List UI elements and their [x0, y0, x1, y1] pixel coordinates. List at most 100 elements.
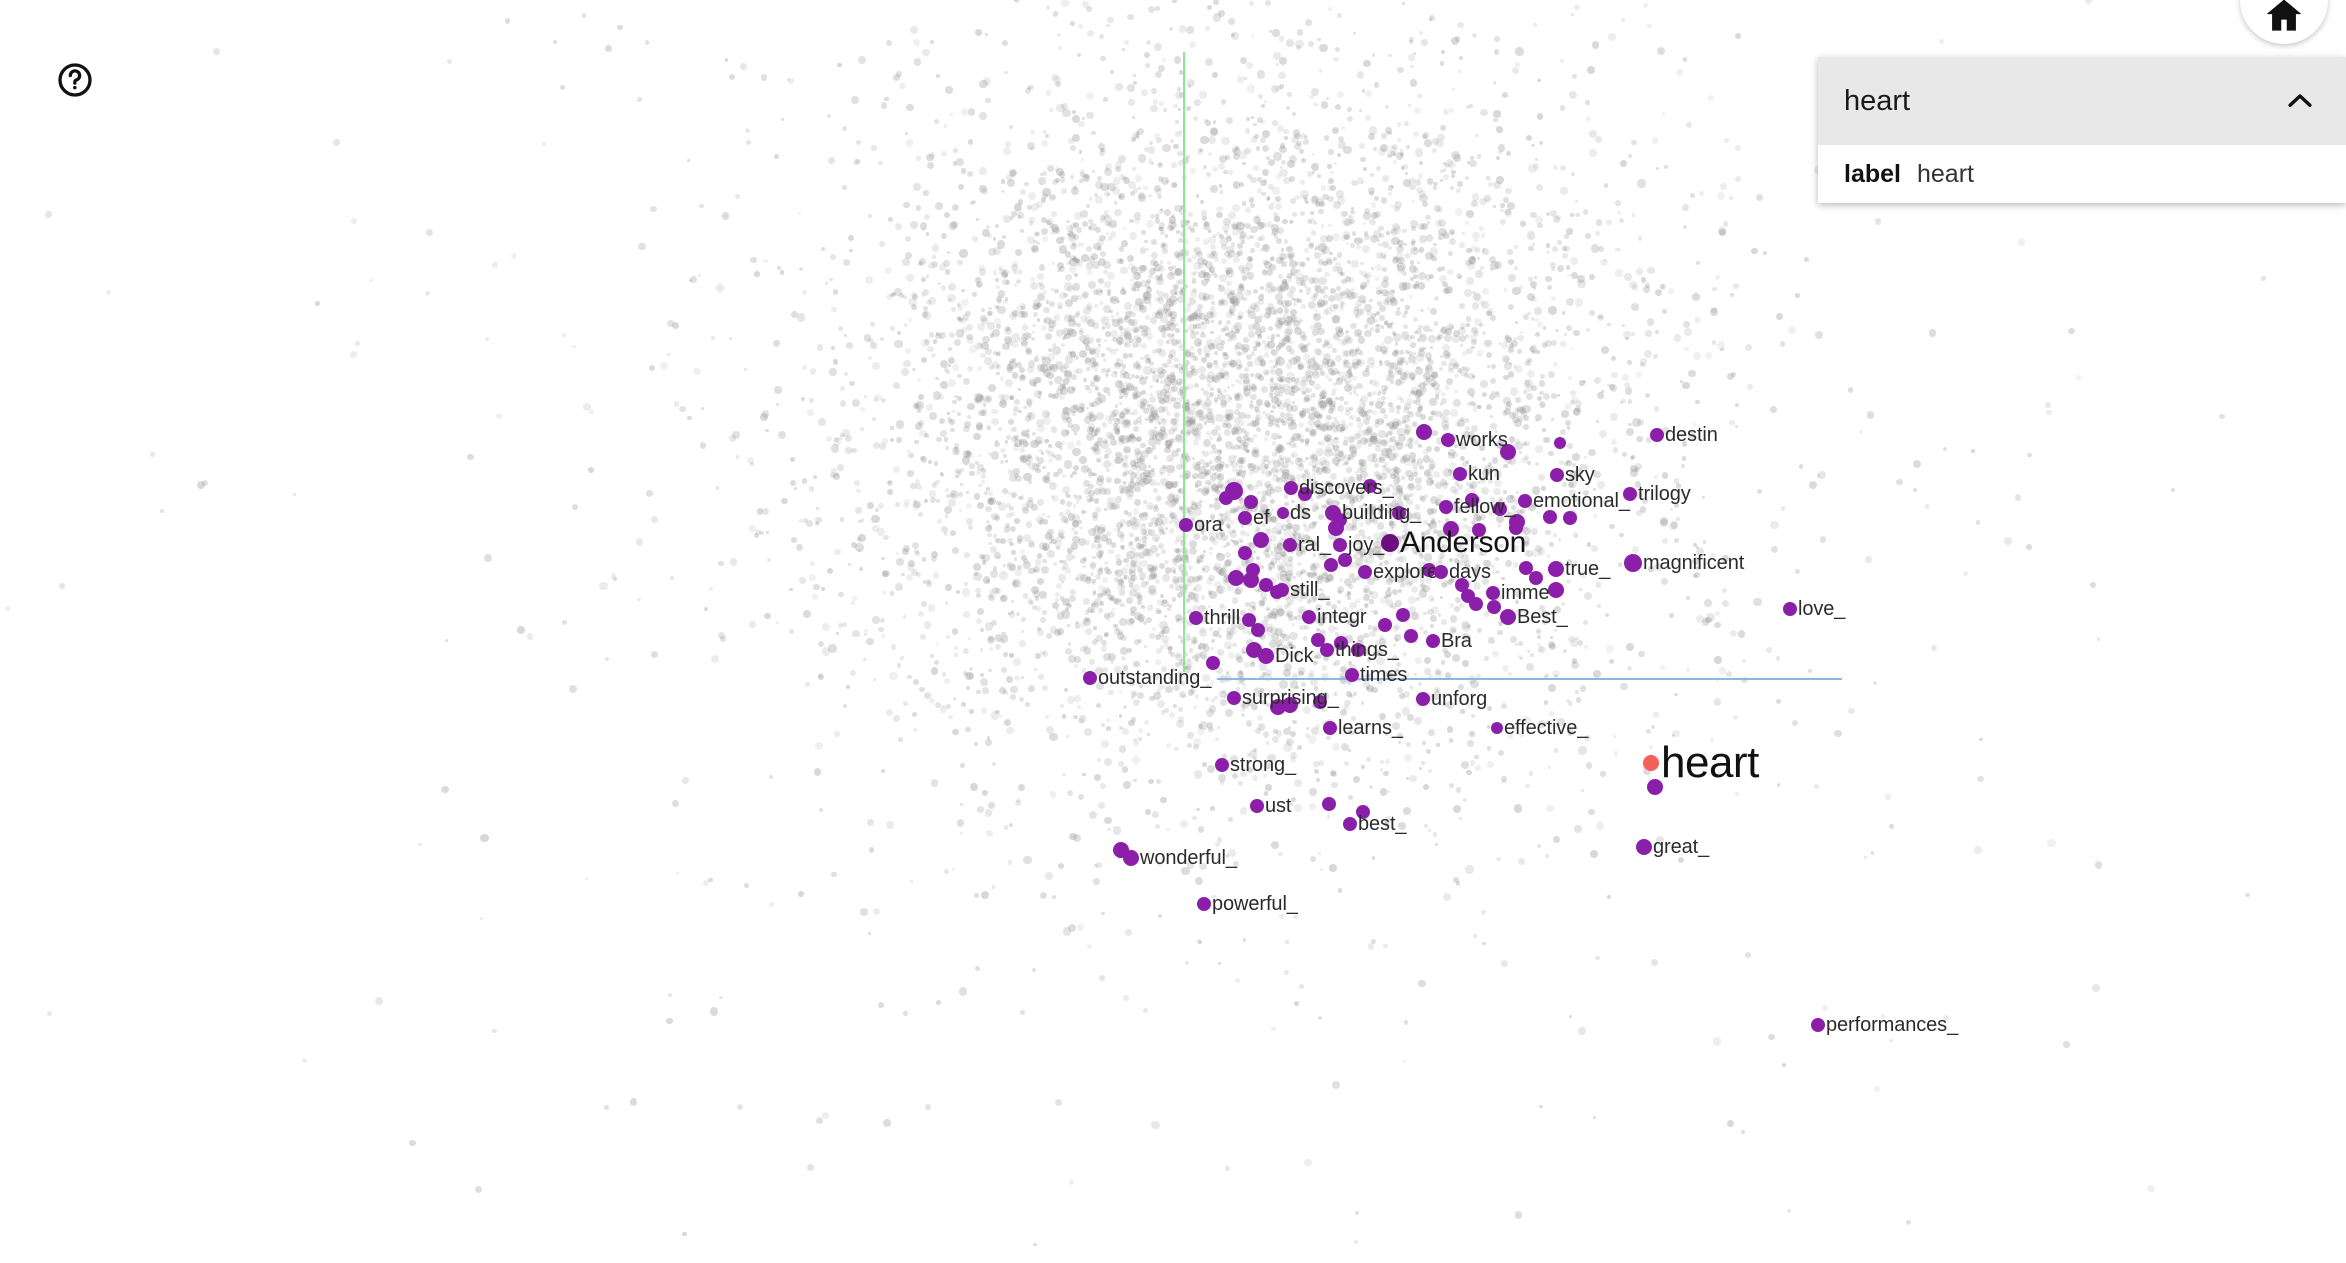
point-label: Anderson	[1400, 528, 1526, 558]
neighbor-point[interactable]	[1404, 629, 1418, 643]
neighbor-point[interactable]	[1529, 571, 1543, 585]
labeled-point[interactable]	[1320, 643, 1334, 657]
selected-point[interactable]	[1643, 755, 1659, 771]
neighbor-point[interactable]	[1392, 506, 1406, 520]
labeled-point[interactable]	[1416, 692, 1430, 706]
neighbor-point[interactable]	[1563, 511, 1577, 525]
labeled-point[interactable]	[1500, 609, 1516, 625]
labeled-point[interactable]	[1358, 565, 1372, 579]
neighbor-point[interactable]	[1334, 636, 1348, 650]
labeled-point[interactable]	[1783, 602, 1797, 616]
neighbor-point[interactable]	[1416, 424, 1432, 440]
labeled-point[interactable]	[1811, 1018, 1825, 1032]
home-icon	[2266, 0, 2302, 31]
labeled-point[interactable]	[1623, 487, 1637, 501]
labeled-point[interactable]	[1333, 538, 1347, 552]
point-label: Dick	[1275, 646, 1314, 666]
neighbor-point[interactable]	[1356, 805, 1370, 819]
neighbor-point[interactable]	[1219, 491, 1233, 505]
labeled-point[interactable]	[1179, 518, 1193, 532]
labeled-point[interactable]	[1426, 634, 1440, 648]
neighbor-point[interactable]	[1548, 582, 1564, 598]
neighbor-point[interactable]	[1493, 502, 1507, 516]
point-label: ds	[1290, 503, 1311, 523]
labeled-point[interactable]	[1453, 467, 1467, 481]
labeled-point[interactable]	[1215, 758, 1229, 772]
labeled-point[interactable]	[1227, 691, 1241, 705]
labeled-point[interactable]	[1083, 671, 1097, 685]
neighbor-point[interactable]	[1465, 493, 1479, 507]
labeled-point[interactable]	[1238, 511, 1252, 525]
neighbor-point[interactable]	[1469, 597, 1483, 611]
labeled-point[interactable]	[1550, 468, 1564, 482]
labeled-point[interactable]	[1345, 668, 1359, 682]
point-label: strong_	[1230, 755, 1296, 775]
labeled-point[interactable]	[1258, 648, 1274, 664]
neighbor-point[interactable]	[1351, 643, 1365, 657]
neighbor-point[interactable]	[1363, 479, 1377, 493]
labeled-point[interactable]	[1277, 507, 1289, 519]
neighbor-point[interactable]	[1543, 510, 1557, 524]
neighbor-point[interactable]	[1324, 558, 1338, 572]
help-circle-icon[interactable]	[55, 60, 95, 100]
neighbor-point[interactable]	[1554, 437, 1566, 449]
neighbor-point[interactable]	[1487, 600, 1501, 614]
point-label: building_	[1342, 503, 1421, 523]
neighbor-point[interactable]	[1242, 613, 1256, 627]
neighbor-point[interactable]	[1509, 521, 1523, 535]
labeled-point[interactable]	[1439, 500, 1453, 514]
neighbor-point[interactable]	[1422, 563, 1436, 577]
neighbor-point[interactable]	[1472, 523, 1486, 537]
point-label: integr	[1317, 607, 1367, 627]
neighbor-point[interactable]	[1259, 578, 1273, 592]
neighbor-point[interactable]	[1253, 532, 1269, 548]
neighbor-point[interactable]	[1322, 797, 1336, 811]
labeled-point[interactable]	[1486, 586, 1500, 600]
labeled-point[interactable]	[1636, 839, 1652, 855]
labeled-point[interactable]	[1197, 897, 1211, 911]
labeled-point[interactable]	[1323, 721, 1337, 735]
labeled-point[interactable]	[1302, 610, 1316, 624]
neighbor-point[interactable]	[1228, 570, 1244, 586]
point-label: destin	[1665, 425, 1718, 445]
labeled-point[interactable]	[1548, 561, 1564, 577]
labeled-point[interactable]	[1650, 428, 1664, 442]
labeled-point[interactable]	[1123, 850, 1139, 866]
neighbor-point[interactable]	[1298, 487, 1312, 501]
labeled-point[interactable]	[1441, 433, 1455, 447]
metadata-value: heart	[1917, 160, 1974, 189]
labeled-point[interactable]	[1250, 799, 1264, 813]
labeled-point[interactable]	[1325, 505, 1341, 521]
labeled-point[interactable]	[1381, 534, 1399, 552]
labeled-point[interactable]	[1343, 817, 1357, 831]
neighbor-point[interactable]	[1244, 495, 1258, 509]
labeled-point[interactable]	[1624, 554, 1642, 572]
neighbor-point[interactable]	[1647, 779, 1663, 795]
info-panel[interactable]: heart label heart	[1818, 57, 2346, 203]
labeled-point[interactable]	[1491, 722, 1503, 734]
neighbor-point[interactable]	[1500, 444, 1516, 460]
neighbor-point[interactable]	[1243, 572, 1259, 588]
point-label: ora	[1194, 515, 1223, 535]
neighbor-point[interactable]	[1282, 697, 1298, 713]
labeled-point[interactable]	[1518, 494, 1532, 508]
neighbor-point[interactable]	[1206, 656, 1220, 670]
labeled-point[interactable]	[1434, 565, 1448, 579]
neighbor-point[interactable]	[1519, 561, 1533, 575]
neighbor-point[interactable]	[1443, 521, 1459, 537]
neighbor-point[interactable]	[1311, 633, 1325, 647]
neighbor-point[interactable]	[1455, 578, 1469, 592]
neighbor-point[interactable]	[1238, 546, 1252, 560]
neighbor-point[interactable]	[1313, 695, 1327, 709]
labeled-point[interactable]	[1275, 583, 1289, 597]
labeled-point[interactable]	[1284, 481, 1298, 495]
neighbor-point[interactable]	[1251, 623, 1265, 637]
neighbor-point[interactable]	[1396, 608, 1410, 622]
info-panel-header[interactable]: heart	[1818, 57, 2346, 145]
chevron-up-icon[interactable]	[2280, 81, 2320, 121]
neighbor-point[interactable]	[1338, 553, 1352, 567]
neighbor-point[interactable]	[1378, 618, 1392, 632]
labeled-point[interactable]	[1189, 611, 1203, 625]
labeled-point[interactable]	[1283, 538, 1297, 552]
